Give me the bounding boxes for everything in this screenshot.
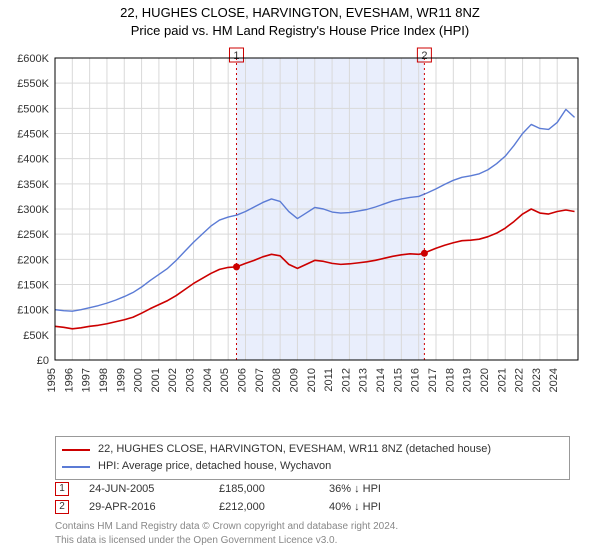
svg-text:1: 1 (233, 50, 239, 62)
plot-area: £0 £50K £100K £150K £200K £250K £300K £350K £400… (0, 44, 600, 402)
svg-text:1999: 1999 (115, 368, 127, 392)
sale-date-1: 24-JUN-2005 (89, 483, 219, 495)
svg-text:£350K: £350K (17, 179, 49, 191)
svg-text:1997: 1997 (81, 368, 93, 392)
sale-badge-2: 2 (55, 500, 69, 514)
svg-text:£600K: £600K (17, 53, 49, 65)
svg-text:2003: 2003 (185, 368, 197, 392)
sale-date-2: 29-APR-2016 (89, 501, 219, 513)
svg-text:2018: 2018 (444, 368, 456, 392)
legend-label-hpi: HPI: Average price, detached house, Wych… (98, 458, 331, 475)
footer-line-2: This data is licensed under the Open Gov… (55, 534, 570, 548)
legend-box: 22, HUGHES CLOSE, HARVINGTON, EVESHAM, W… (55, 436, 570, 480)
chart-svg: £0 £50K £100K £150K £200K £250K £300K £350K £400… (0, 44, 600, 402)
footer-line-1: Contains HM Land Registry data © Crown c… (55, 520, 570, 534)
legend-item-property: 22, HUGHES CLOSE, HARVINGTON, EVESHAM, W… (62, 441, 563, 458)
svg-text:2005: 2005 (219, 368, 231, 392)
svg-text:£0: £0 (37, 355, 49, 367)
svg-text:2012: 2012 (340, 368, 352, 392)
title-line-1: 22, HUGHES CLOSE, HARVINGTON, EVESHAM, W… (0, 4, 600, 22)
sales-table: 1 24-JUN-2005 £185,000 36% ↓ HPI 2 29-AP… (55, 480, 570, 516)
sale-row-1: 1 24-JUN-2005 £185,000 36% ↓ HPI (55, 480, 570, 498)
svg-text:1995: 1995 (46, 368, 58, 392)
svg-text:£250K: £250K (17, 229, 49, 241)
svg-text:2013: 2013 (358, 368, 370, 392)
legend-swatch-property (62, 449, 90, 451)
svg-text:£500K: £500K (17, 103, 49, 115)
svg-text:£550K: £550K (17, 78, 49, 90)
svg-text:2022: 2022 (514, 368, 526, 392)
svg-text:1996: 1996 (63, 368, 75, 392)
svg-text:2002: 2002 (167, 368, 179, 392)
legend-label-property: 22, HUGHES CLOSE, HARVINGTON, EVESHAM, W… (98, 441, 491, 458)
svg-text:2011: 2011 (323, 368, 335, 392)
sale-badge-1: 1 (55, 482, 69, 496)
svg-text:2015: 2015 (392, 368, 404, 392)
svg-text:£200K: £200K (17, 254, 49, 266)
sale-price-2: £212,000 (219, 501, 329, 513)
sale-diff-2: 40% ↓ HPI (329, 501, 449, 513)
svg-text:1998: 1998 (98, 368, 110, 392)
svg-text:2024: 2024 (548, 368, 560, 392)
svg-text:2016: 2016 (410, 368, 422, 392)
svg-text:£300K: £300K (17, 204, 49, 216)
svg-text:2019: 2019 (462, 368, 474, 392)
svg-text:2004: 2004 (202, 368, 214, 392)
svg-text:2014: 2014 (375, 368, 387, 392)
svg-text:£400K: £400K (17, 154, 49, 166)
title-line-2: Price paid vs. HM Land Registry's House … (0, 22, 600, 40)
sale-price-1: £185,000 (219, 483, 329, 495)
svg-text:2021: 2021 (496, 368, 508, 392)
footer-attribution: Contains HM Land Registry data © Crown c… (55, 520, 570, 547)
svg-text:£100K: £100K (17, 305, 49, 317)
legend-swatch-hpi (62, 466, 90, 468)
svg-text:2017: 2017 (427, 368, 439, 392)
chart-title-block: 22, HUGHES CLOSE, HARVINGTON, EVESHAM, W… (0, 0, 600, 39)
svg-text:2001: 2001 (150, 368, 162, 392)
svg-text:2009: 2009 (288, 368, 300, 392)
legend-item-hpi: HPI: Average price, detached house, Wych… (62, 458, 563, 475)
svg-text:2008: 2008 (271, 368, 283, 392)
svg-text:2020: 2020 (479, 368, 491, 392)
svg-text:£450K: £450K (17, 129, 49, 141)
svg-text:2007: 2007 (254, 368, 266, 392)
svg-text:£50K: £50K (23, 330, 49, 342)
svg-text:2: 2 (421, 50, 427, 62)
sale-row-2: 2 29-APR-2016 £212,000 40% ↓ HPI (55, 498, 570, 516)
svg-text:£150K: £150K (17, 280, 49, 292)
svg-text:2000: 2000 (133, 368, 145, 392)
svg-text:2010: 2010 (306, 368, 318, 392)
sale-diff-1: 36% ↓ HPI (329, 483, 449, 495)
svg-text:2006: 2006 (236, 368, 248, 392)
svg-text:2023: 2023 (531, 368, 543, 392)
